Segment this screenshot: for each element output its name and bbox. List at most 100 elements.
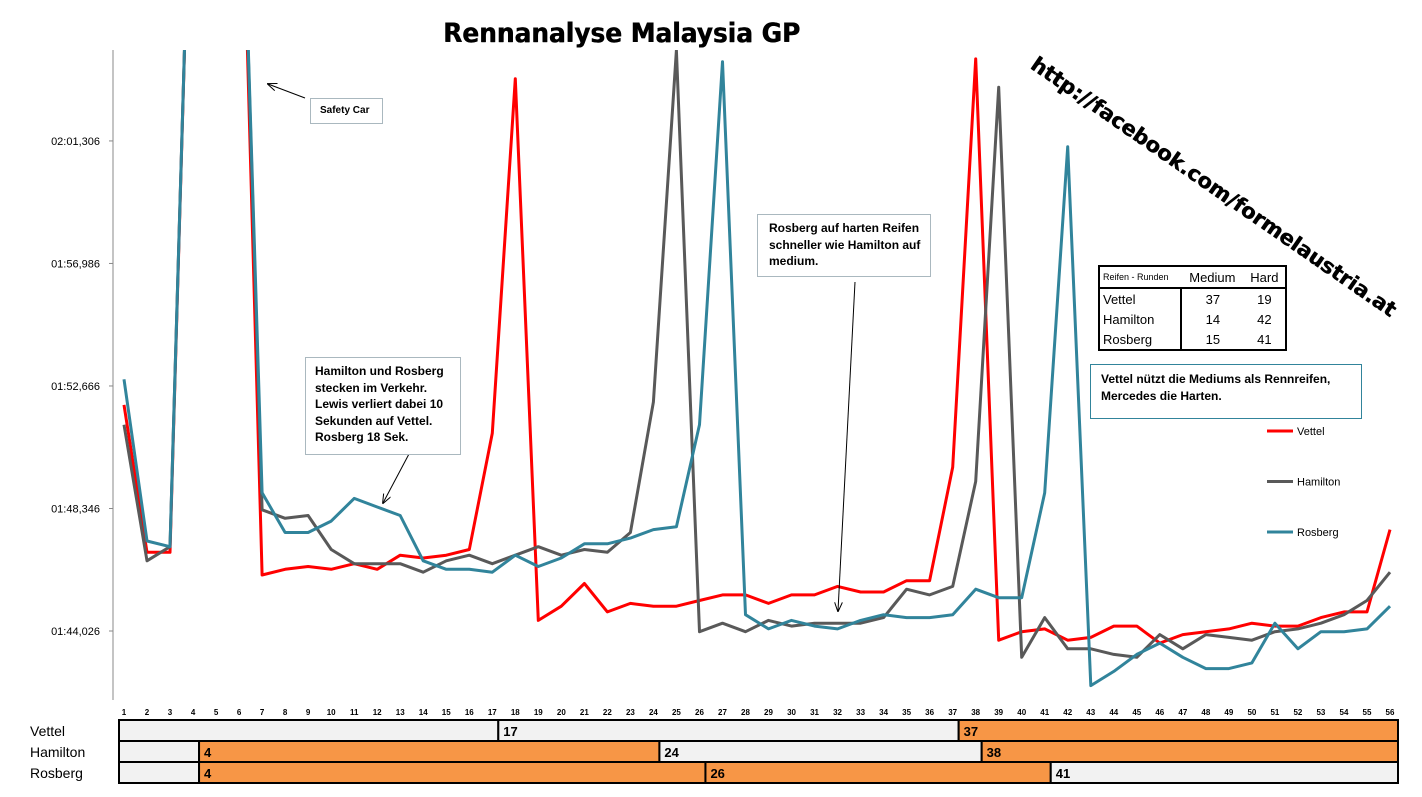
table-cell: Rosberg xyxy=(1099,329,1182,350)
note-line: Rosberg auf harten Reifen xyxy=(769,221,920,235)
y-tick-label: 01:48,346 xyxy=(51,503,100,515)
x-tick-label: 28 xyxy=(741,708,750,717)
x-tick-label: 53 xyxy=(1316,708,1325,717)
table-row: Hamilton 14 42 xyxy=(1099,309,1286,329)
x-tick-label: 42 xyxy=(1063,708,1072,717)
hard-tyre-note: Rosberg auf harten Reifen schneller wie … xyxy=(757,214,931,277)
x-tick-label: 40 xyxy=(1017,708,1026,717)
stint-lap-label: 41 xyxy=(1056,766,1070,781)
x-tick-label: 14 xyxy=(419,708,428,717)
x-tick-label: 16 xyxy=(465,708,474,717)
note-line: Rosberg 18 Sek. xyxy=(315,430,409,444)
note-line: schneller wie Hamilton auf xyxy=(769,237,921,252)
x-tick-label: 5 xyxy=(214,708,219,717)
stint-segment xyxy=(1049,761,1400,784)
stint-segment xyxy=(658,740,983,763)
legend-label: Hamilton xyxy=(1297,477,1340,489)
x-tick-label: 31 xyxy=(810,708,819,717)
x-tick-label: 48 xyxy=(1201,708,1210,717)
stint-label-vettel: Vettel xyxy=(30,723,66,739)
x-tick-label: 25 xyxy=(672,708,681,717)
safety-car-note: Safety Car xyxy=(310,98,383,124)
stint-lap-label: 4 xyxy=(204,766,212,781)
stint-segment xyxy=(957,719,1399,742)
x-tick-label: 29 xyxy=(764,708,773,717)
traffic-note: Hamilton und Rosberg stecken im Verkehr.… xyxy=(305,357,461,455)
x-tick-label: 6 xyxy=(237,708,242,717)
stint-lap-label: 24 xyxy=(664,745,679,760)
table-cell: 14 xyxy=(1205,311,1221,327)
legend: Vettel Hamilton Rosberg xyxy=(1267,426,1340,539)
note-line: stecken im Verkehr. xyxy=(315,380,428,395)
table-header-row: Reifen - Runden Medium Hard xyxy=(1099,266,1286,289)
hard-tyre-arrow xyxy=(838,281,856,611)
series-line-rosberg xyxy=(122,50,1392,688)
x-tick-label: 46 xyxy=(1155,708,1164,717)
series-line-vettel xyxy=(122,50,1392,645)
series-line-hamilton xyxy=(122,50,1392,659)
stint-segment xyxy=(118,740,201,763)
table-header: Hard xyxy=(1243,266,1286,289)
stint-segment xyxy=(118,761,201,784)
stint-segment xyxy=(980,740,1399,763)
x-tick-label: 24 xyxy=(649,708,658,717)
x-tick-label: 12 xyxy=(373,708,382,717)
stint-label-hamilton: Hamilton xyxy=(30,744,86,760)
x-tick-label: 47 xyxy=(1178,708,1187,717)
x-tick-label: 52 xyxy=(1293,708,1302,717)
note-line: Lewis verliert dabei 10 xyxy=(315,397,444,411)
table-header: Medium xyxy=(1181,266,1244,289)
x-tick-label: 4 xyxy=(191,708,196,717)
x-tick-label: 32 xyxy=(833,708,842,717)
note-line: medium. xyxy=(769,254,819,268)
x-tick-label: 27 xyxy=(718,708,727,717)
x-tick-label: 45 xyxy=(1132,708,1141,717)
note-line: Mercedes die Harten. xyxy=(1101,388,1222,403)
note-line: Vettel nützt die Mediums als Rennreifen, xyxy=(1101,372,1331,386)
series-lines xyxy=(122,50,1392,688)
stint-lap-label: 17 xyxy=(503,724,517,739)
x-tick-label: 18 xyxy=(511,708,520,717)
chart-title: Rennanalyse Malaysia GP xyxy=(443,18,801,49)
safety-car-arrow xyxy=(268,84,306,99)
x-tick-label: 39 xyxy=(994,708,1003,717)
x-tick-label: 35 xyxy=(902,708,911,717)
x-tick-label: 21 xyxy=(580,708,589,717)
x-tick-label: 3 xyxy=(168,708,173,717)
x-tick-label: 36 xyxy=(925,708,934,717)
table-cell: 41 xyxy=(1257,331,1272,347)
x-tick-label: 7 xyxy=(260,708,265,717)
stint-label-rosberg: Rosberg xyxy=(30,765,83,781)
x-tick-label: 23 xyxy=(626,708,635,717)
x-tick-label: 19 xyxy=(534,708,543,717)
x-tick-label: 38 xyxy=(971,708,980,717)
x-tick-label: 2 xyxy=(145,708,150,717)
y-tick-label: 02:01,306 xyxy=(51,136,100,148)
stint-lap-label: 38 xyxy=(987,745,1001,760)
stint-lap-label: 4 xyxy=(204,745,212,760)
stint-bars: 17 37 4 24 38 4 26 41 xyxy=(118,719,1400,784)
table-cell: 19 xyxy=(1257,291,1272,307)
x-tick-label: 33 xyxy=(856,708,865,717)
x-tick-label: 37 xyxy=(948,708,957,717)
x-tick-label: 56 xyxy=(1386,708,1395,717)
x-tick-label: 22 xyxy=(603,708,612,717)
legend-label: Vettel xyxy=(1297,426,1325,438)
x-tick-label: 49 xyxy=(1224,708,1233,717)
x-tick-label: 30 xyxy=(787,708,796,717)
x-tick-label: 44 xyxy=(1109,708,1118,717)
x-tick-label: 54 xyxy=(1340,708,1349,717)
x-tick-label: 50 xyxy=(1247,708,1256,717)
stint-segment xyxy=(704,761,1052,784)
note-line: Hamilton und Rosberg xyxy=(315,364,444,378)
x-tick-label: 15 xyxy=(442,708,451,717)
x-tick-label: 51 xyxy=(1270,708,1279,717)
table-cell: Vettel xyxy=(1099,288,1182,309)
legend-label: Rosberg xyxy=(1297,527,1339,539)
table-cell: Hamilton xyxy=(1099,309,1182,329)
x-tick-label: 43 xyxy=(1086,708,1095,717)
table-row: Vettel 37 19 xyxy=(1099,288,1286,309)
x-tick-label: 13 xyxy=(396,708,405,717)
x-axis-ticks: 1 2 3 4 5 6 7 8 9 10 11 12 13 14 15 16 17 18 19 20 21 22 23 24 2… xyxy=(122,708,1395,717)
